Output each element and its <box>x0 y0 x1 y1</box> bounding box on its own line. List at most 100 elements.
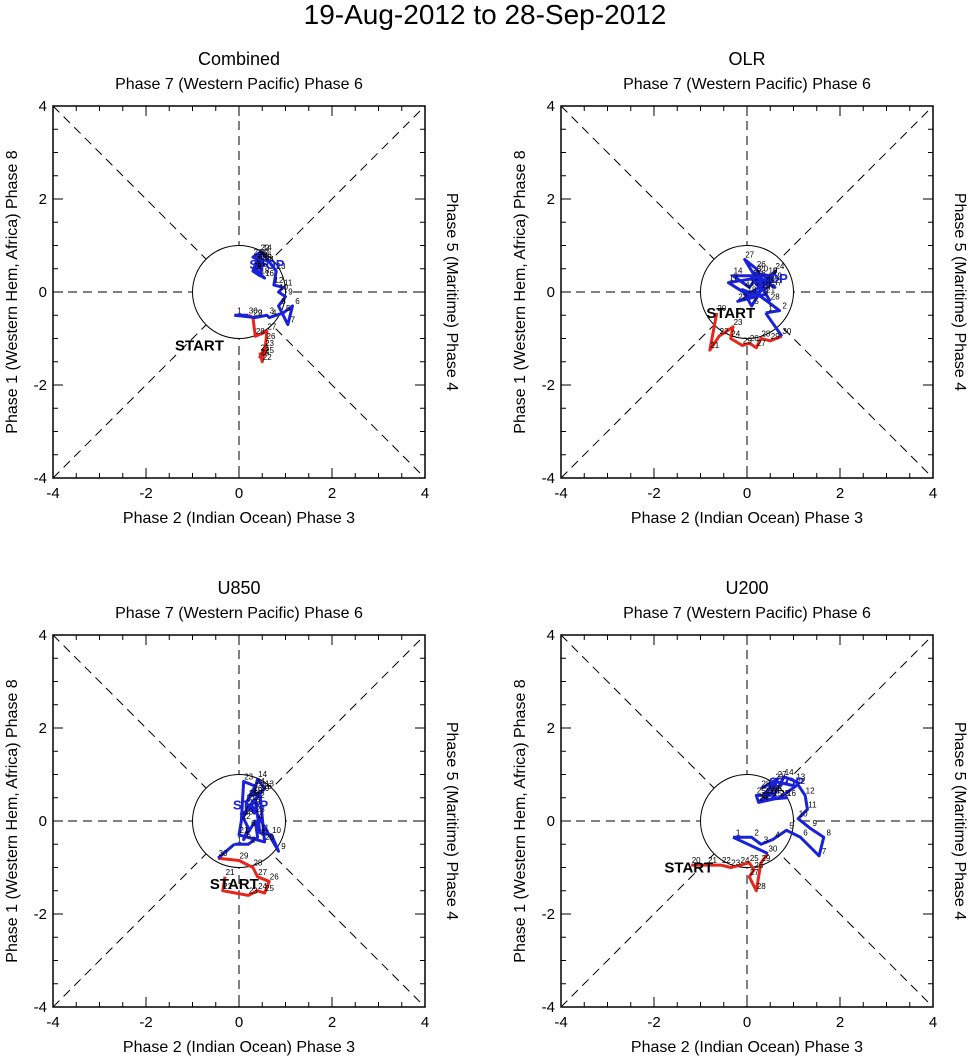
day-label: 26 <box>771 786 780 795</box>
day-label: 26 <box>750 334 759 343</box>
left-phase-label: Phase 1 (Western Hem, Africa) Phase 8 <box>4 679 21 962</box>
x-tick-label: 4 <box>929 1014 937 1031</box>
day-label: 29 <box>761 854 770 863</box>
day-label: 25 <box>265 346 274 355</box>
day-label: 10 <box>799 810 808 819</box>
right-phase-label: Phase 5 (Maritime) Phase 4 <box>443 193 460 391</box>
day-label: 11 <box>752 269 761 278</box>
stop-label: STOP <box>233 798 268 813</box>
day-label: 20 <box>717 304 726 313</box>
day-label: 22 <box>223 882 232 891</box>
day-label: 18 <box>260 267 269 276</box>
day-label: 5 <box>754 297 759 306</box>
day-label: 23 <box>265 339 274 348</box>
day-label: 4 <box>775 831 780 840</box>
y-tick-label: -2 <box>542 906 555 923</box>
day-label: 21 <box>766 285 775 294</box>
x-tick-label: 0 <box>235 1014 243 1031</box>
day-label: 15 <box>253 786 262 795</box>
trajectory-august <box>691 852 770 893</box>
day-label: 10 <box>279 283 288 292</box>
trajectory-august <box>708 312 783 352</box>
bottom-phase-label: Phase 2 (Indian Ocean) Phase 3 <box>631 1039 863 1056</box>
top-phase-label: Phase 7 (Western Pacific) Phase 6 <box>115 605 363 622</box>
day-label: 7 <box>822 847 827 856</box>
day-label: 8 <box>826 828 831 837</box>
day-label: 12 <box>274 276 283 285</box>
y-tick-label: 0 <box>547 813 555 830</box>
day-label: 13 <box>768 267 777 276</box>
day-label: 15 <box>256 260 265 269</box>
y-tick-label: 4 <box>39 98 47 115</box>
day-label: 21 <box>260 343 269 352</box>
day-label: 14 <box>258 770 267 779</box>
day-label: 24 <box>258 882 267 891</box>
day-label: 27 <box>247 793 256 802</box>
left-phase-label: Phase 1 (Western Hem, Africa) Phase 8 <box>512 150 529 433</box>
day-label: 6 <box>295 297 300 306</box>
day-label: 18 <box>244 807 253 816</box>
top-phase-label: Phase 7 (Western Pacific) Phase 6 <box>115 76 363 93</box>
day-label: 23 <box>768 278 777 287</box>
y-tick-label: 2 <box>547 720 555 737</box>
day-label: 25 <box>757 786 766 795</box>
day-label: 4 <box>745 281 750 290</box>
day-label: 26 <box>253 784 262 793</box>
day-label: 16 <box>265 269 274 278</box>
x-tick-label: 2 <box>328 485 336 502</box>
day-label: 11 <box>284 278 293 287</box>
top-phase-label: Phase 7 (Western Pacific) Phase 6 <box>623 605 871 622</box>
trajectory-september <box>733 775 826 858</box>
day-label: 9 <box>773 267 778 276</box>
bottom-phase-label: Phase 2 (Indian Ocean) Phase 3 <box>123 510 355 527</box>
y-tick-label: -4 <box>34 999 47 1016</box>
day-label: 8 <box>256 798 261 807</box>
x-tick-label: 0 <box>743 485 751 502</box>
day-label: 25 <box>750 854 759 863</box>
right-phase-label: Phase 5 (Maritime) Phase 4 <box>951 193 968 391</box>
y-tick-label: 0 <box>547 284 555 301</box>
y-tick-label: -2 <box>34 906 47 923</box>
day-label: 17 <box>253 262 262 271</box>
left-phase-label: Phase 1 (Western Hem, Africa) Phase 8 <box>4 150 21 433</box>
day-label: 3 <box>764 835 769 844</box>
trajectory-month-join <box>732 835 769 855</box>
day-label: 22 <box>263 353 272 362</box>
x-tick-label: -4 <box>554 485 567 502</box>
day-label: 19 <box>263 253 272 262</box>
day-label: 3 <box>764 288 769 297</box>
stop-label: STOP <box>249 257 284 272</box>
day-label: 2 <box>782 302 787 311</box>
day-label: 15 <box>750 278 759 287</box>
right-phase-label: Phase 5 (Maritime) Phase 4 <box>951 722 968 920</box>
panel-title: OLR <box>728 49 765 69</box>
day-label: 24 <box>759 793 768 802</box>
panel-title: Combined <box>198 49 280 69</box>
y-tick-label: 4 <box>547 98 555 115</box>
day-label: 20 <box>764 786 773 795</box>
day-label: 27 <box>778 770 787 779</box>
day-label: 22 <box>720 327 729 336</box>
day-label: 8 <box>757 264 762 273</box>
day-label: 18 <box>773 784 782 793</box>
amplitude-one-circle <box>192 774 286 868</box>
day-label: 23 <box>244 772 253 781</box>
x-tick-label: 2 <box>836 485 844 502</box>
day-label: 6 <box>251 819 256 828</box>
day-label: 7 <box>778 278 783 287</box>
day-label: 22 <box>260 243 269 252</box>
start-label: START <box>706 305 755 322</box>
day-label: 10 <box>272 826 281 835</box>
day-label: 4 <box>272 309 277 318</box>
day-label: 23 <box>253 262 262 271</box>
bottom-phase-label: Phase 2 (Indian Ocean) Phase 3 <box>123 1039 355 1056</box>
day-label: 22 <box>796 777 805 786</box>
day-label: 25 <box>743 336 752 345</box>
y-tick-label: 0 <box>39 813 47 830</box>
day-label: 3 <box>270 306 275 315</box>
day-label: 3 <box>260 828 265 837</box>
day-label: 19 <box>768 784 777 793</box>
phase-panel-olr: OLR Phase 7 (Western Pacific) Phase 6 Phas… <box>512 49 968 527</box>
day-label: 20 <box>258 250 267 259</box>
